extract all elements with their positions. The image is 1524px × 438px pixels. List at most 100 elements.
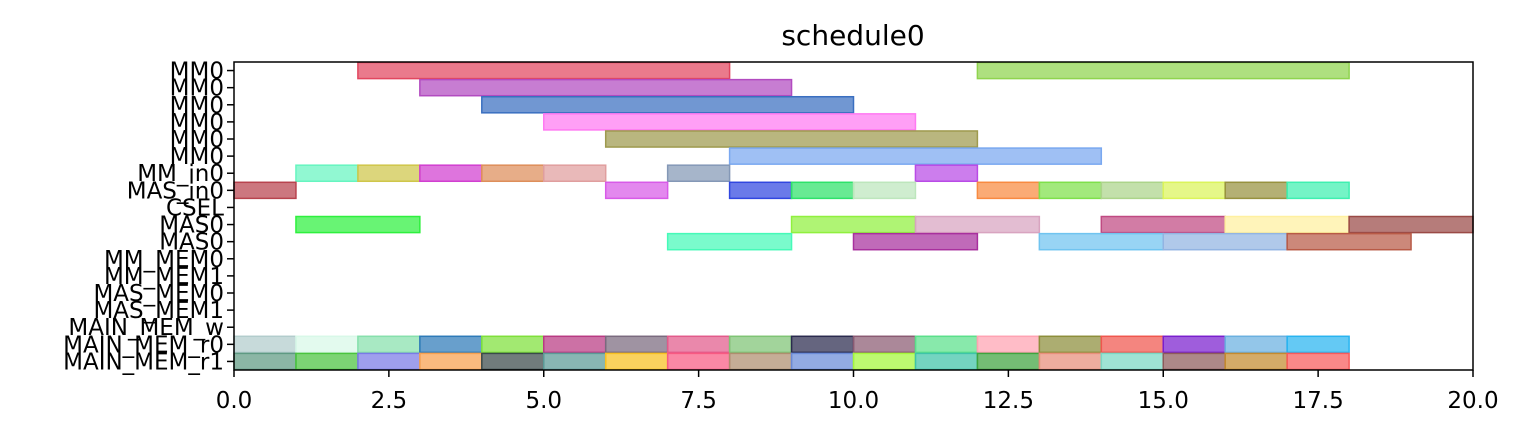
task-bar: [604, 181, 669, 200]
task-bar: [604, 335, 669, 354]
task-bar: [1224, 335, 1288, 354]
task-bar: [1224, 181, 1288, 200]
chart-title: schedule0: [781, 19, 924, 52]
y-tick-label: MM0: [170, 59, 224, 85]
task-bar: [543, 164, 607, 183]
task-bar: [1224, 215, 1350, 234]
task-bar: [357, 61, 731, 80]
task-bar: [1286, 335, 1350, 354]
task-bar: [790, 215, 917, 234]
task-bar: [852, 232, 979, 251]
task-bar: [1286, 181, 1350, 200]
task-bar: [1100, 215, 1226, 234]
task-bar: [790, 352, 855, 371]
task-bar: [852, 181, 917, 200]
task-bar: [233, 335, 297, 354]
task-bar: [295, 215, 421, 234]
y-tick-label: MM0: [170, 110, 224, 136]
x-tick-label: 20.0: [1447, 388, 1498, 414]
task-bar: [976, 352, 1041, 371]
task-bar: [543, 113, 917, 131]
task-bar: [419, 352, 483, 371]
task-bar: [357, 352, 421, 371]
task-bar: [1100, 352, 1165, 371]
task-bar: [1162, 352, 1226, 371]
task-bar: [481, 164, 545, 183]
task-bar: [1286, 352, 1350, 371]
task-bar: [357, 335, 421, 354]
task-bar: [666, 232, 793, 251]
task-bar: [852, 352, 917, 371]
y-tick-label: MM0: [170, 144, 224, 170]
task-bar: [976, 181, 1041, 200]
task-bar: [295, 352, 359, 371]
y-tick-label: MAIN_MEM_w: [68, 315, 224, 341]
task-bar: [481, 95, 855, 114]
task-bar: [790, 181, 855, 200]
y-tick-label: CSEL: [166, 195, 224, 221]
task-bar: [1162, 232, 1288, 251]
y-tick-label: MAS_MEM0: [93, 281, 224, 307]
task-bar: [666, 352, 731, 371]
task-bar: [728, 181, 793, 200]
task-bar: [914, 352, 979, 371]
task-bar: [790, 335, 855, 354]
x-tick-label: 7.5: [680, 388, 717, 414]
x-tick-label: 5.0: [525, 388, 562, 414]
task-bar: [914, 164, 979, 183]
x-axis: 0.0 2.5 5.0 7.5 10.0 12.5 15.0 17.5 20.0: [216, 370, 1499, 414]
task-bar: [666, 335, 731, 354]
task-bar: [543, 335, 607, 354]
task-bar: [914, 215, 1041, 234]
task-bar: [852, 335, 917, 354]
task-bar: [728, 352, 793, 371]
task-bar: [357, 164, 421, 183]
task-bar: [419, 335, 483, 354]
x-tick-label: 2.5: [371, 388, 408, 414]
task-bar: [233, 181, 297, 200]
y-tick-label: MM_MEM0: [104, 247, 224, 273]
task-bar: [976, 335, 1041, 354]
x-tick-label: 0.0: [216, 388, 253, 414]
y-tick-label: MAIN_MEM_r0: [63, 332, 224, 358]
task-bar: [233, 352, 297, 371]
task-bar: [1038, 232, 1164, 251]
task-bar: [1038, 335, 1103, 354]
task-bar: [419, 78, 793, 97]
task-bar: [1224, 352, 1288, 371]
task-bar: [1100, 181, 1165, 200]
task-bar: [295, 335, 359, 354]
task-bars: [233, 61, 1474, 371]
y-tick-label: MAS_MEM1: [93, 298, 224, 324]
y-tick-label: MM0: [170, 76, 224, 102]
task-bar: [604, 130, 979, 148]
task-bar: [481, 335, 545, 354]
x-tick-label: 12.5: [983, 388, 1034, 414]
y-axis: MM0MM0MM0MM0MM0MM0MM_in0MAS_in0CSELMAS0M…: [63, 59, 234, 375]
task-bar: [976, 61, 1350, 80]
task-bar: [1286, 232, 1412, 251]
task-bar: [1100, 335, 1165, 354]
y-tick-label: MM0: [170, 127, 224, 153]
task-bar: [1162, 335, 1226, 354]
y-tick-label: MAS0: [159, 230, 224, 256]
y-tick-label: MM0: [170, 93, 224, 119]
task-bar: [1348, 215, 1474, 234]
x-tick-label: 17.5: [1293, 388, 1344, 414]
y-tick-label: MAS_in0: [127, 178, 224, 204]
task-bar: [1038, 352, 1103, 371]
x-tick-label: 10.0: [828, 388, 879, 414]
task-bar: [666, 164, 731, 183]
x-tick-label: 15.0: [1138, 388, 1189, 414]
task-bar: [728, 147, 1103, 165]
task-bar: [604, 352, 669, 371]
y-tick-label: MAS0: [159, 213, 224, 239]
y-tick-label: MM_in0: [137, 161, 224, 187]
task-bar: [295, 164, 359, 183]
task-bar: [543, 352, 607, 371]
task-bar: [419, 164, 483, 183]
y-tick-label: MM_MEM1: [104, 264, 224, 290]
task-bar: [1038, 181, 1103, 200]
task-bar: [728, 335, 793, 354]
